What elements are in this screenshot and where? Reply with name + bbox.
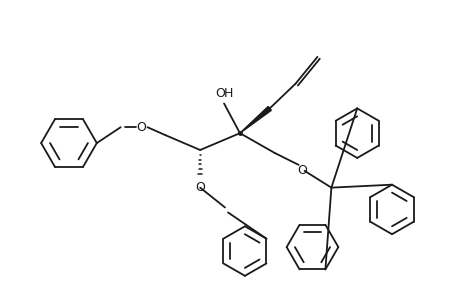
- Polygon shape: [240, 106, 271, 133]
- Text: O: O: [195, 181, 205, 194]
- Text: O: O: [215, 87, 224, 100]
- Text: O: O: [297, 164, 307, 177]
- Text: H: H: [223, 87, 232, 100]
- Text: O: O: [136, 121, 146, 134]
